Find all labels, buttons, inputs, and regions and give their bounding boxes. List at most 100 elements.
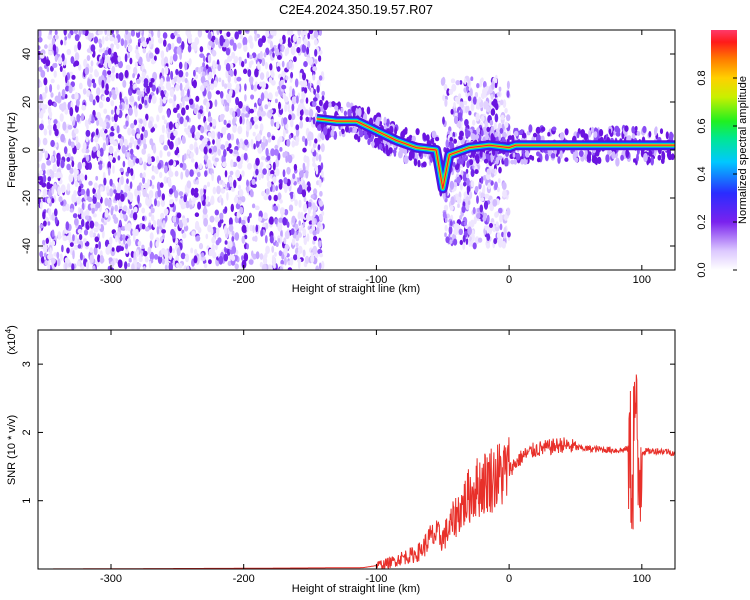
spectrogram-noise-dot <box>49 253 54 259</box>
spectrogram-noise-dot <box>116 43 120 50</box>
spectrogram-noise-dot <box>230 203 234 213</box>
spectrogram-dots <box>38 30 675 270</box>
spectrogram-noise-dot <box>91 207 95 214</box>
spectrogram-noise-dot <box>499 99 504 106</box>
spectrogram-noise-dot <box>274 98 278 104</box>
spectrogram-noise-dot <box>47 197 51 204</box>
spectrogram-noise-dot <box>217 148 221 156</box>
spectrogram-noise-dot <box>261 190 265 197</box>
spectrogram-noise-dot <box>240 112 246 119</box>
spectrogram-noise-dot <box>422 132 426 139</box>
spectrogram-noise-dot <box>499 223 503 231</box>
spectrogram-noise-dot <box>237 42 242 49</box>
spectrogram-noise-dot <box>44 85 48 94</box>
spectrogram-noise-dot <box>78 64 82 71</box>
spectrogram-noise-dot <box>266 155 271 161</box>
spectrogram-noise-dot <box>614 125 620 133</box>
spectrogram-noise-dot <box>163 39 167 47</box>
spectrogram-noise-dot <box>559 133 563 139</box>
spectrogram-noise-dot <box>133 83 137 89</box>
spectrogram-noise-dot <box>246 52 250 59</box>
spectrogram-noise-dot <box>54 54 58 62</box>
spectrogram-noise-dot <box>109 136 115 145</box>
spectrogram-noise-dot <box>347 108 352 118</box>
spectrogram-noise-dot <box>312 66 318 72</box>
spectrogram-noise-dot <box>257 61 260 70</box>
spectrogram-noise-dot <box>184 61 188 71</box>
spectrogram-noise-dot <box>551 126 557 132</box>
spectrogram-noise-dot <box>194 212 200 217</box>
spectrogram-noise-dot <box>44 260 48 266</box>
spectrogram-noise-dot <box>160 198 166 207</box>
spectrogram-noise-dot <box>364 134 369 140</box>
spectrogram-noise-dot <box>278 250 283 257</box>
spectrogram-noise-dot <box>167 109 171 118</box>
spectrogram-noise-dot <box>93 182 98 190</box>
spectrogram-noise-dot <box>285 129 289 134</box>
spectrogram-noise-dot <box>62 121 67 131</box>
spectrogram-noise-dot <box>449 239 453 244</box>
spectrogram-noise-dot <box>90 44 96 52</box>
spectrogram-noise-dot <box>284 230 290 240</box>
spectrogram-noise-dot <box>241 235 245 244</box>
spectrogram-noise-dot <box>291 215 296 224</box>
spectrogram-noise-dot <box>229 241 233 248</box>
spectrogram-noise-dot <box>124 53 128 63</box>
spectrogram-noise-dot <box>473 216 477 225</box>
spectrogram-noise-dot <box>300 211 304 221</box>
spectrogram-noise-dot <box>154 47 160 55</box>
spectrogram-noise-dot <box>223 119 227 126</box>
spectrogram-noise-dot <box>210 227 214 235</box>
spectrogram-noise-dot <box>185 200 190 209</box>
spectrogram-noise-dot <box>244 58 247 64</box>
spectrogram-noise-dot <box>205 30 209 34</box>
spectrogram-noise-dot <box>215 239 220 246</box>
spectrogram-noise-dot <box>184 253 190 263</box>
spectrogram-noise-dot <box>421 162 426 167</box>
spectrogram-noise-dot <box>352 127 357 133</box>
spectrogram-noise-dot <box>38 30 42 39</box>
spectrogram-noise-dot <box>151 84 156 92</box>
spectrogram-noise-dot <box>62 69 66 78</box>
spectrogram-noise-dot <box>158 37 163 44</box>
spectrogram-noise-dot <box>214 209 219 216</box>
snr-plot-area <box>38 330 675 569</box>
spectrogram-noise-dot <box>290 113 296 121</box>
spectrogram-noise-dot <box>109 32 113 41</box>
spectrogram-noise-dot <box>250 84 254 91</box>
spectrogram-noise-dot <box>340 107 344 113</box>
spectrogram-noise-dot <box>168 160 174 166</box>
spectrogram-noise-dot <box>65 203 70 211</box>
spectrogram-noise-dot <box>74 180 79 188</box>
spectrogram-noise-dot <box>160 50 165 59</box>
spectrogram-noise-dot <box>502 99 507 109</box>
colorbar-tick-label: 0.2 <box>696 214 708 229</box>
spectrogram-noise-dot <box>167 132 171 139</box>
spectrogram-noise-dot <box>260 141 266 151</box>
spectrogram-noise-dot <box>346 101 351 108</box>
spectrogram-noise-dot <box>145 196 149 206</box>
spectrogram-noise-dot <box>149 138 154 146</box>
spectrogram-noise-dot <box>499 237 503 242</box>
spectrogram-noise-dot <box>273 108 276 114</box>
spectrogram-noise-dot <box>453 182 458 188</box>
spectrogram-noise-dot <box>109 91 112 98</box>
spectrogram-noise-dot <box>152 219 157 228</box>
spectrogram-noise-dot <box>457 112 463 119</box>
spectrogram-noise-dot <box>212 50 217 57</box>
spectrogram-noise-dot <box>446 88 450 96</box>
spectrogram-noise-dot <box>254 124 259 130</box>
spectrogram-noise-dot <box>283 256 287 266</box>
spectrogram-noise-dot <box>239 138 243 143</box>
spectrogram-noise-dot <box>226 181 230 189</box>
spectrogram-noise-dot <box>126 238 132 247</box>
spectrogram-noise-dot <box>74 128 79 135</box>
spectrogram-noise-dot <box>408 134 413 141</box>
spectrogram-noise-dot <box>195 131 201 140</box>
spectrogram-noise-dot <box>72 234 75 242</box>
spectrogram-noise-dot <box>313 88 316 95</box>
spectrogram-noise-dot <box>269 63 273 71</box>
spectrogram-noise-dot <box>480 192 486 198</box>
spectrogram-noise-dot <box>302 162 306 170</box>
spectrogram-noise-dot <box>605 154 610 163</box>
